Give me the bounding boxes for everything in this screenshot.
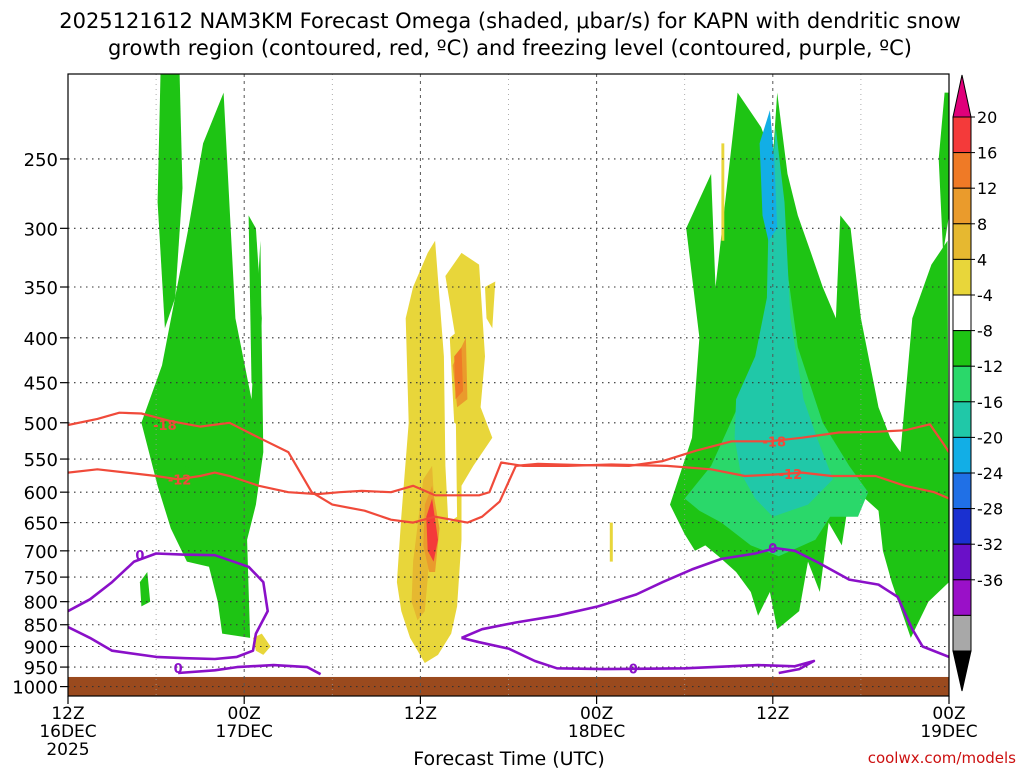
x-tick-year-0: 2025 [46, 740, 89, 760]
colorbar-tick-label-0: 20 [977, 108, 997, 127]
omega-region-19 [609, 522, 613, 562]
freezing-level-contour-3 [461, 636, 816, 675]
y-axis: 2503003504004505005506006507007508008509… [12, 150, 68, 699]
x-tick-label-60: 00Z [932, 704, 965, 724]
y-tick-label-1000: 1000 [12, 678, 58, 699]
y-tick-label-600: 600 [24, 483, 58, 504]
x-tick-date-12: 17DEC [216, 722, 273, 742]
omega-region-3 [139, 572, 151, 607]
x-tick-label-24: 12Z [404, 704, 437, 724]
x-tick-label-48: 12Z [756, 704, 789, 724]
y-tick-label-850: 850 [24, 616, 58, 637]
x-tick-label-12: 00Z [228, 704, 261, 724]
colorbar-tick-label-11: -28 [977, 500, 1003, 519]
omega-region-17 [485, 281, 496, 329]
ground-surface [68, 676, 949, 696]
y-tick-label-250: 250 [24, 150, 58, 171]
omega-region-9 [182, 465, 198, 499]
y-tick-label-900: 900 [24, 637, 58, 658]
colorbar-bin-10 [952, 436, 972, 474]
colorbar-tick-label-3: 8 [977, 215, 987, 234]
colorbar-bin-11 [952, 472, 972, 510]
dgz-contour-label-0b: -18 [763, 435, 787, 450]
colorbar-tick-label-7: -12 [977, 357, 1003, 376]
freezing-level-contour-0 [68, 552, 270, 661]
colorbar-bin-16 [952, 650, 972, 692]
omega-region-15 [454, 347, 463, 400]
colorbar-tick-label-13: -36 [977, 571, 1003, 590]
chart-title-line1: 2025121612 NAM3KM Forecast Omega (shaded… [59, 9, 961, 33]
dgz-contour-label-0a: -18 [153, 419, 177, 434]
plot-frame [67, 73, 950, 697]
omega-region-0 [157, 74, 183, 329]
dgz-contour-label-1a: -12 [168, 473, 192, 488]
y-tick-label-750: 750 [24, 568, 58, 589]
freezing-level-label-2a: 0 [768, 542, 777, 557]
dgz-contour-1 [68, 461, 949, 500]
colorbar-bin-4 [952, 223, 972, 260]
omega-region-18 [253, 633, 271, 655]
y-tick-label-350: 350 [24, 278, 58, 299]
y-tick-label-650: 650 [24, 514, 58, 535]
freezing-level-label-0a: 0 [135, 549, 144, 564]
y-tick-label-800: 800 [24, 593, 58, 614]
credit-text: coolwx.com/models [868, 749, 1016, 767]
colorbar-tick-label-8: -16 [977, 393, 1003, 412]
dgz-contour-label-1b: -12 [779, 468, 803, 483]
y-tick-label-500: 500 [24, 414, 58, 435]
grid-layer [68, 74, 949, 696]
freezing-level-contour-1 [178, 663, 322, 676]
colorbar-bin-9 [952, 401, 972, 438]
colorbar-tick-label-9: -20 [977, 428, 1003, 447]
x-axis-title: Forecast Time (UTC) [413, 748, 604, 768]
x-tick-label-0: 12Z [51, 704, 84, 724]
y-tick-label-950: 950 [24, 658, 58, 679]
colorbar: 20 16 12 8 4 -4 -8 -12 -16 -20 -24 -28 -32 -36 [952, 74, 1003, 692]
omega-region-5 [938, 92, 949, 253]
colorbar-tick-label-2: 12 [977, 179, 997, 198]
freezing-level-contour-2 [460, 546, 949, 659]
y-tick-label-550: 550 [24, 450, 58, 471]
colorbar-bin-2 [952, 152, 972, 189]
colorbar-bin-6 [952, 294, 972, 332]
colorbar-bin-1 [952, 116, 972, 154]
y-tick-label-700: 700 [24, 542, 58, 563]
colorbar-tick-label-1: 16 [977, 144, 997, 163]
colorbar-bin-13 [952, 543, 972, 581]
y-tick-label-400: 400 [24, 329, 58, 350]
omega-region-20 [721, 143, 725, 241]
colorbar-bin-5 [952, 258, 972, 296]
colorbar-bin-3 [952, 187, 972, 225]
x-tick-date-60: 19DEC [920, 722, 977, 742]
colorbar-bin-15 [952, 614, 972, 652]
x-tick-label-36: 00Z [580, 704, 613, 724]
colorbar-tick-label-10: -24 [977, 464, 1003, 483]
colorbar-tick-label-12: -32 [977, 535, 1003, 554]
omega-region-1 [141, 92, 264, 638]
omega-region-16 [426, 498, 438, 562]
y-tick-label-450: 450 [24, 374, 58, 395]
colorbar-tick-label-4: 4 [977, 250, 987, 269]
chart-title-line2: growth region (contoured, red, ºC) and f… [108, 36, 912, 60]
y-tick-label-300: 300 [24, 219, 58, 240]
colorbar-bin-14 [952, 579, 972, 616]
freezing-level-label-1a: 0 [174, 662, 183, 677]
x-tick-date-0: 16DEC [39, 722, 96, 742]
colorbar-tick-label-6: -8 [977, 322, 993, 341]
x-tick-date-36: 18DEC [568, 722, 625, 742]
omega-region-7 [734, 127, 833, 517]
omega-region-2 [248, 215, 262, 391]
colorbar-tick-label-5: -4 [977, 286, 993, 305]
colorbar-bin-12 [952, 508, 972, 545]
colorbar-bin-7 [952, 330, 972, 367]
colorbar-bin-8 [952, 365, 972, 403]
dgz-contour-0 [68, 411, 949, 524]
